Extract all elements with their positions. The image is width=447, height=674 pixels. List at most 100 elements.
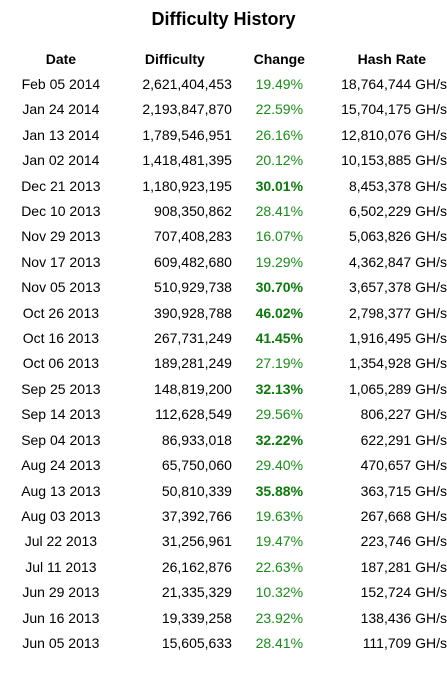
- difficulty-cell: 15,605,633: [161, 634, 232, 651]
- date-cell: Aug 13 2013: [21, 482, 101, 499]
- table-row: Oct 06 2013 189,281,249 27.19% 1,354,928 GH…: [12, 351, 447, 376]
- change-cell: 19.29%: [255, 253, 304, 270]
- hash-rate-cell: 806,227 GH/s: [360, 406, 447, 423]
- difficulty-cell: 609,482,680: [154, 253, 232, 270]
- hash-rate-cell: 1,354,928 GH/s: [348, 355, 447, 372]
- column-header-date: Date: [45, 51, 77, 67]
- date-cell: Jul 22 2013: [24, 533, 98, 550]
- column-header-hash-rate: Hash Rate: [357, 51, 427, 67]
- table-row: Nov 17 2013 609,482,680 19.29% 4,362,847 GH…: [12, 250, 447, 275]
- difficulty-cell: 37,392,766: [161, 507, 232, 524]
- table-row: Sep 25 2013 148,819,200 32.13% 1,065,289 GH…: [12, 377, 447, 402]
- hash-rate-cell: 152,724 GH/s: [360, 584, 447, 601]
- table-row: Jan 13 2014 1,789,546,951 26.16% 12,810,076…: [12, 123, 447, 148]
- difficulty-cell: 86,933,018: [161, 431, 232, 448]
- table-row: Dec 10 2013 908,350,862 28.41% 6,502,229 GH…: [12, 199, 447, 224]
- date-cell: Aug 03 2013: [21, 507, 101, 524]
- date-cell: Nov 29 2013: [21, 228, 101, 245]
- change-cell: 46.02%: [255, 304, 304, 321]
- change-cell: 30.01%: [255, 177, 304, 194]
- change-cell: 19.63%: [255, 507, 304, 524]
- change-cell: 20.12%: [255, 152, 304, 169]
- table-row: Nov 29 2013 707,408,283 16.07% 5,063,826 GH…: [12, 224, 447, 249]
- date-cell: Sep 14 2013: [21, 406, 101, 423]
- hash-rate-cell: 622,291 GH/s: [360, 431, 447, 448]
- difficulty-cell: 908,350,862: [154, 203, 232, 220]
- hash-rate-cell: 267,668 GH/s: [360, 507, 447, 524]
- date-cell: Nov 05 2013: [21, 279, 101, 296]
- difficulty-cell: 707,408,283: [154, 228, 232, 245]
- hash-rate-cell: 138,436 GH/s: [360, 609, 447, 626]
- difficulty-table: Date Difficulty Change Hash Rate Feb 05 …: [12, 46, 447, 656]
- date-cell: Feb 05 2014: [21, 76, 101, 92]
- difficulty-cell: 19,339,258: [161, 609, 232, 626]
- hash-rate-cell: 363,715 GH/s: [360, 482, 447, 499]
- difficulty-cell: 1,418,481,395: [142, 152, 232, 169]
- difficulty-cell: 189,281,249: [154, 355, 232, 372]
- change-cell: 27.19%: [255, 355, 304, 372]
- date-cell: Jun 29 2013: [22, 584, 100, 601]
- table-row: Dec 21 2013 1,180,923,195 30.01% 8,453,378 …: [12, 174, 447, 199]
- table-row: Feb 05 2014 2,621,404,453 19.49% 18,764,744…: [12, 72, 447, 97]
- hash-rate-cell: 8,453,378 GH/s: [348, 177, 447, 194]
- difficulty-cell: 31,256,961: [161, 533, 232, 550]
- table-row: Oct 26 2013 390,928,788 46.02% 2,798,377 GH…: [12, 301, 447, 326]
- change-cell: 22.59%: [255, 101, 304, 118]
- difficulty-cell: 1,789,546,951: [142, 126, 232, 143]
- date-cell: Jul 11 2013: [25, 558, 97, 575]
- date-cell: Dec 10 2013: [21, 203, 101, 220]
- table-row: Jan 02 2014 1,418,481,395 20.12% 10,153,885…: [12, 148, 447, 173]
- difficulty-cell: 26,162,876: [161, 558, 232, 575]
- difficulty-cell: 65,750,060: [161, 457, 232, 474]
- date-cell: Jan 02 2014: [22, 152, 100, 169]
- hash-rate-cell: 111,709 GH/s: [362, 634, 447, 651]
- change-cell: 19.47%: [255, 533, 304, 550]
- page-title: Difficulty History: [151, 9, 296, 29]
- table-row: Jul 11 2013 26,162,876 22.63% 187,281 GH/s: [12, 555, 447, 580]
- change-cell: 28.41%: [255, 634, 304, 651]
- change-cell: 23.92%: [255, 609, 304, 626]
- hash-rate-cell: 1,065,289 GH/s: [348, 380, 447, 397]
- hash-rate-cell: 18,764,744 GH/s: [341, 76, 447, 92]
- date-cell: Jun 05 2013: [22, 634, 100, 651]
- difficulty-cell: 2,193,847,870: [142, 101, 232, 118]
- date-cell: Aug 24 2013: [21, 457, 101, 474]
- date-cell: Oct 26 2013: [22, 304, 100, 321]
- date-cell: Dec 21 2013: [21, 177, 101, 194]
- header-row: Date Difficulty Change Hash Rate: [12, 46, 447, 72]
- hash-rate-cell: 470,657 GH/s: [360, 457, 447, 474]
- date-cell: Oct 06 2013: [22, 355, 100, 372]
- hash-rate-cell: 223,746 GH/s: [360, 533, 447, 550]
- difficulty-cell: 148,819,200: [154, 380, 232, 397]
- table-row: Aug 03 2013 37,392,766 19.63% 267,668 GH/s: [12, 504, 447, 529]
- table-row: Jul 22 2013 31,256,961 19.47% 223,746 GH/s: [12, 529, 447, 554]
- hash-rate-cell: 6,502,229 GH/s: [348, 203, 447, 220]
- date-cell: Jan 24 2014: [22, 101, 100, 118]
- hash-rate-cell: 15,704,175 GH/s: [341, 101, 447, 118]
- column-header-change: Change: [253, 51, 305, 67]
- change-cell: 35.88%: [255, 482, 304, 499]
- difficulty-cell: 2,621,404,453: [142, 76, 232, 92]
- hash-rate-cell: 1,916,495 GH/s: [348, 330, 447, 347]
- change-cell: 28.41%: [255, 203, 304, 220]
- hash-rate-cell: 10,153,885 GH/s: [341, 152, 447, 169]
- table-row: Nov 05 2013 510,929,738 30.70% 3,657,378 GH…: [12, 275, 447, 300]
- table-row: Oct 16 2013 267,731,249 41.45% 1,916,495 GH…: [12, 326, 447, 351]
- hash-rate-cell: 3,657,378 GH/s: [348, 279, 447, 296]
- change-cell: 30.70%: [255, 279, 304, 296]
- table-row: Sep 14 2013 112,628,549 29.56% 806,227 GH/s: [12, 402, 447, 427]
- difficulty-cell: 112,628,549: [155, 406, 232, 423]
- date-cell: Jan 13 2014: [22, 126, 100, 143]
- change-cell: 32.13%: [255, 380, 304, 397]
- change-cell: 16.07%: [255, 228, 304, 245]
- table-row: Jun 16 2013 19,339,258 23.92% 138,436 GH/s: [12, 606, 447, 631]
- difficulty-cell: 50,810,339: [161, 482, 232, 499]
- change-cell: 26.16%: [255, 126, 304, 143]
- change-cell: 29.56%: [255, 406, 304, 423]
- change-cell: 10.32%: [255, 584, 304, 601]
- date-cell: Sep 25 2013: [21, 380, 101, 397]
- difficulty-cell: 390,928,788: [154, 304, 232, 321]
- table-row: Sep 04 2013 86,933,018 32.22% 622,291 GH/s: [12, 428, 447, 453]
- hash-rate-cell: 12,810,076 GH/s: [341, 126, 447, 143]
- date-cell: Sep 04 2013: [21, 431, 101, 448]
